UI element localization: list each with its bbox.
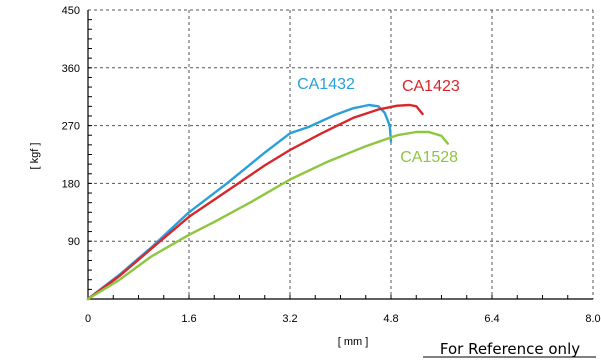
axes: [87, 10, 593, 300]
x-tick-label: 8.0: [585, 313, 600, 325]
series-line-ca1423: [86, 103, 424, 301]
grid: [88, 9, 594, 299]
x-tick-label: 1.6: [181, 313, 196, 325]
series-labels: CA1432 CA1423 CA1528: [297, 76, 460, 166]
y-tick-label: 90: [68, 236, 80, 248]
series-line-ca1528: [86, 130, 449, 301]
y-tick-label: 270: [62, 121, 80, 133]
series-line-ca1432: [86, 103, 393, 301]
x-tick-label: 3.2: [282, 313, 297, 325]
series-label-ca1423: CA1423: [402, 78, 460, 95]
tick-labels: 0 1.6 3.2 4.8 6.4 8.0 90 180 270 360 450: [62, 5, 601, 325]
y-axis-label: [ kgf ]: [29, 143, 41, 170]
x-tick-label: 6.4: [484, 313, 499, 325]
x-axis-label: [ mm ]: [338, 336, 369, 348]
x-tick-label: 4.8: [383, 313, 398, 325]
x-tick-label: 0: [85, 313, 91, 325]
y-tick-label: 180: [62, 178, 80, 190]
y-tick-label: 450: [62, 5, 80, 17]
series-label-ca1432: CA1432: [297, 76, 355, 93]
axis-ticks: [88, 19, 569, 299]
reference-footnote: For Reference only: [440, 340, 580, 358]
series-lines: [86, 103, 449, 301]
series-label-ca1528: CA1528: [400, 149, 458, 166]
y-tick-label: 360: [62, 63, 80, 75]
